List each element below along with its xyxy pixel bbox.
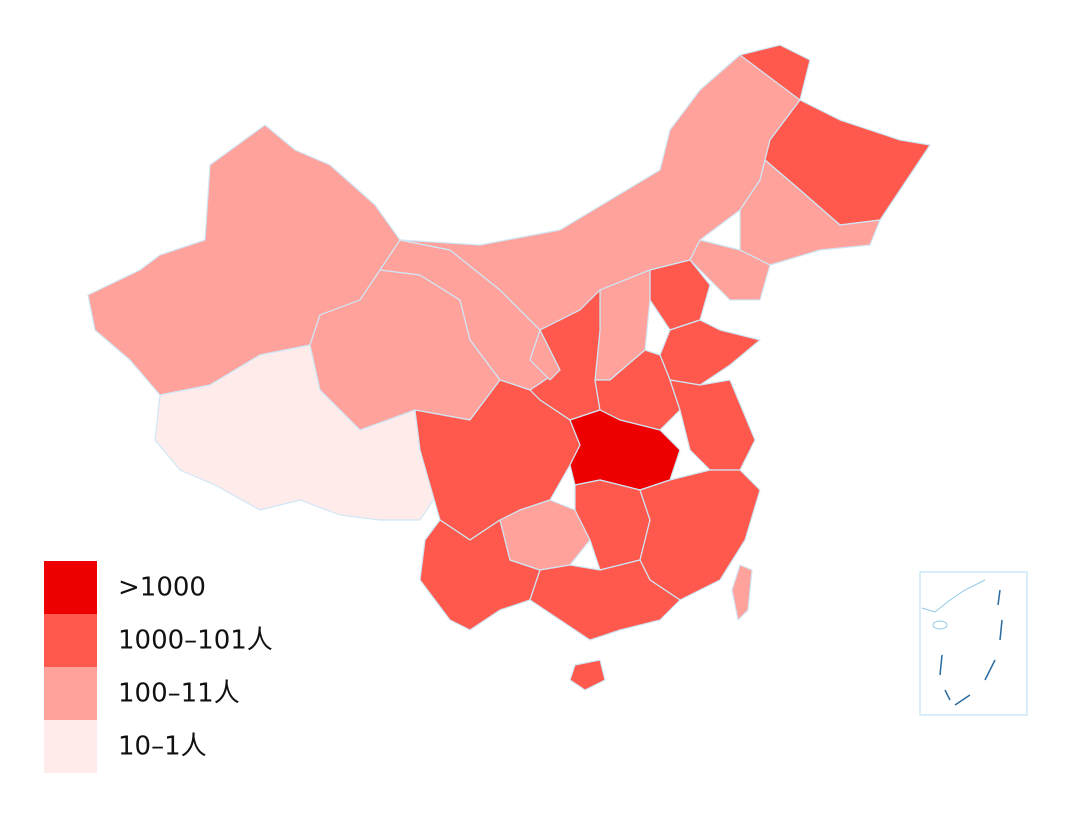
legend-swatch — [44, 720, 97, 773]
province — [419, 519, 541, 631]
legend-swatch — [44, 561, 97, 614]
province — [569, 659, 606, 691]
province — [739, 44, 931, 226]
province — [529, 329, 561, 381]
inset-island — [932, 620, 948, 630]
province — [739, 159, 881, 266]
province — [529, 559, 681, 641]
legend: >1000 1000–101人 100–11人 10–1人 — [44, 561, 273, 773]
china-map — [87, 44, 931, 691]
province — [731, 564, 753, 621]
legend-label: 1000–101人 — [118, 626, 273, 656]
province — [639, 469, 761, 601]
legend-label: 10–1人 — [118, 732, 207, 762]
legend-label: 100–11人 — [118, 679, 240, 709]
legend-swatch — [44, 667, 97, 720]
legend-swatch — [44, 614, 97, 667]
province — [154, 344, 441, 521]
inset-frame — [919, 571, 1028, 716]
south-sea-inset — [919, 571, 1028, 716]
province — [594, 349, 681, 431]
inset-coast — [921, 579, 986, 613]
inset-dashes — [939, 589, 1003, 706]
legend-label: >1000 — [118, 573, 206, 603]
